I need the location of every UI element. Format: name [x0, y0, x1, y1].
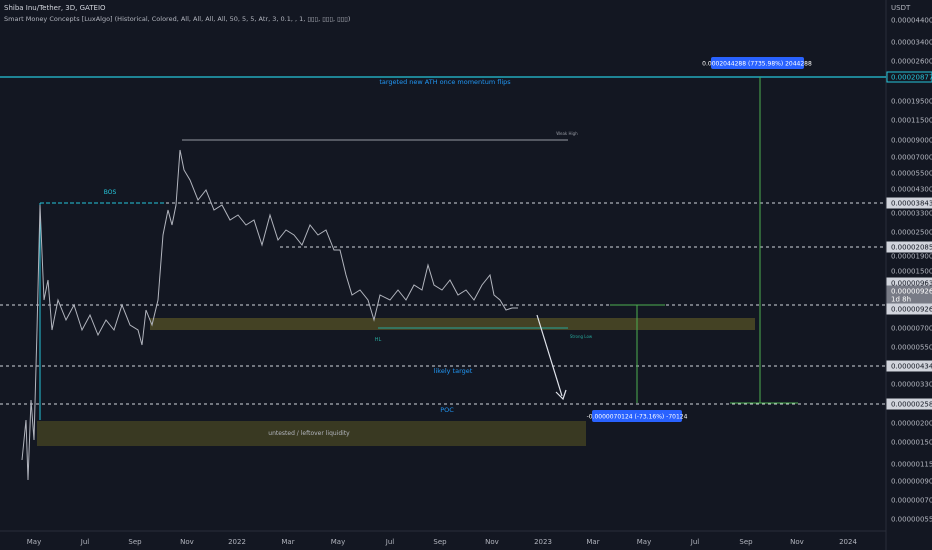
- price-sketch: [21, 149, 518, 481]
- time-label: Nov: [485, 538, 499, 546]
- time-label: Sep: [433, 538, 447, 546]
- price-label: 0.0000007000: [891, 497, 932, 505]
- time-label: 2022: [228, 538, 246, 546]
- annotation: likely target: [434, 367, 473, 375]
- price-label: 0.0000900000: [891, 137, 932, 145]
- time-label: 2024: [839, 538, 857, 546]
- price-label: 0.0000005500: [891, 516, 932, 524]
- price-label: 0.0000250000: [891, 229, 932, 237]
- time-label: Jul: [385, 538, 395, 546]
- measure-box: [592, 410, 682, 422]
- price-label: 0.0000055000: [891, 344, 932, 352]
- price-label: 0.0000208541: [891, 244, 932, 252]
- time-label: Jul: [690, 538, 700, 546]
- time-axis: May Jul Sep Nov 2022 Mar May Jul Sep Nov 2023 Mar Ma…: [27, 538, 858, 546]
- indicator-label: Smart Money Concepts [LuxAlgo] (Historic…: [4, 15, 350, 23]
- price-label: 0.0000700000: [891, 154, 932, 162]
- annotation: Strong Low: [570, 334, 593, 339]
- annotation: Weak High: [556, 131, 578, 136]
- measure-box: [711, 57, 804, 69]
- price-label: 0.0000150000: [891, 268, 932, 276]
- time-label: Nov: [180, 538, 194, 546]
- price-label: 0.0000020000: [891, 420, 932, 428]
- time-label: May: [331, 538, 345, 546]
- annotation: HL: [375, 337, 382, 343]
- price-label: 0.0000440000: [891, 17, 932, 25]
- time-label: Nov: [790, 538, 804, 546]
- price-label: 0.0000096362: [891, 280, 932, 288]
- price-label-box: [886, 241, 932, 253]
- annotation: BOS: [104, 189, 117, 196]
- time-label: 2023: [534, 538, 552, 546]
- zone: [37, 421, 586, 446]
- arrow-head: [555, 389, 567, 401]
- price-label: 0.0000260000: [891, 58, 932, 66]
- measure-label: 0.0002044288 (7735.98%) 2044288: [702, 61, 812, 68]
- price-label: 0.0001150000: [891, 117, 932, 125]
- arrow: [536, 314, 563, 397]
- time-label: Mar: [586, 538, 599, 546]
- zone: [150, 318, 755, 330]
- price-label: 0.0000011500: [891, 461, 932, 469]
- time-label: May: [27, 538, 41, 546]
- time-label: Sep: [739, 538, 753, 546]
- axis-unit: USDT: [891, 4, 911, 12]
- time-label: Mar: [281, 538, 294, 546]
- price-label-box: [886, 398, 932, 410]
- price-label: 0.0000550000: [891, 170, 932, 178]
- price-label: 0.0000070000: [891, 325, 932, 333]
- price-label: 0.0000430000: [891, 186, 932, 194]
- time-label: Sep: [128, 538, 142, 546]
- time-label: May: [637, 538, 651, 546]
- price-label-box: [886, 360, 932, 372]
- price-label: 0.0000330000: [891, 210, 932, 218]
- symbol-title: Shiba Inu/Tether, 3D, GATEIO: [4, 4, 106, 12]
- price-label: 0.0000092672: [891, 306, 932, 314]
- price-label: 0.0000092672: [891, 288, 932, 296]
- price-label: 0.0002087710: [891, 74, 932, 82]
- price-label: 0.0000009000: [891, 478, 932, 486]
- annotation: untested / leftover liquidity: [268, 430, 350, 437]
- price-label: 0.0001950000: [891, 98, 932, 106]
- price-label: 0.0000384313: [891, 200, 932, 208]
- price-label: 1d 8h: [891, 296, 911, 304]
- annotation: POC: [440, 406, 454, 414]
- price-label-box: [886, 71, 932, 83]
- price-label: 0.0000340000: [891, 39, 932, 47]
- measure-label: -0.0000070124 (-73.16%) -70124: [587, 414, 688, 421]
- price-label-box: [886, 303, 932, 315]
- price-axis: USDT 0.0000440000 0.0000340000 0.0000260000…: [886, 4, 932, 524]
- price-label: 0.0000190000: [891, 253, 932, 261]
- price-label: 0.0000015000: [891, 439, 932, 447]
- price-label: 0.0000033000: [891, 381, 932, 389]
- price-label: 0.0000043446: [891, 363, 932, 371]
- price-label: 0.0000025854: [891, 401, 932, 409]
- time-label: Jul: [80, 538, 90, 546]
- price-label-box: [886, 197, 932, 209]
- annotation: targeted new ATH once momentum flips: [379, 78, 511, 86]
